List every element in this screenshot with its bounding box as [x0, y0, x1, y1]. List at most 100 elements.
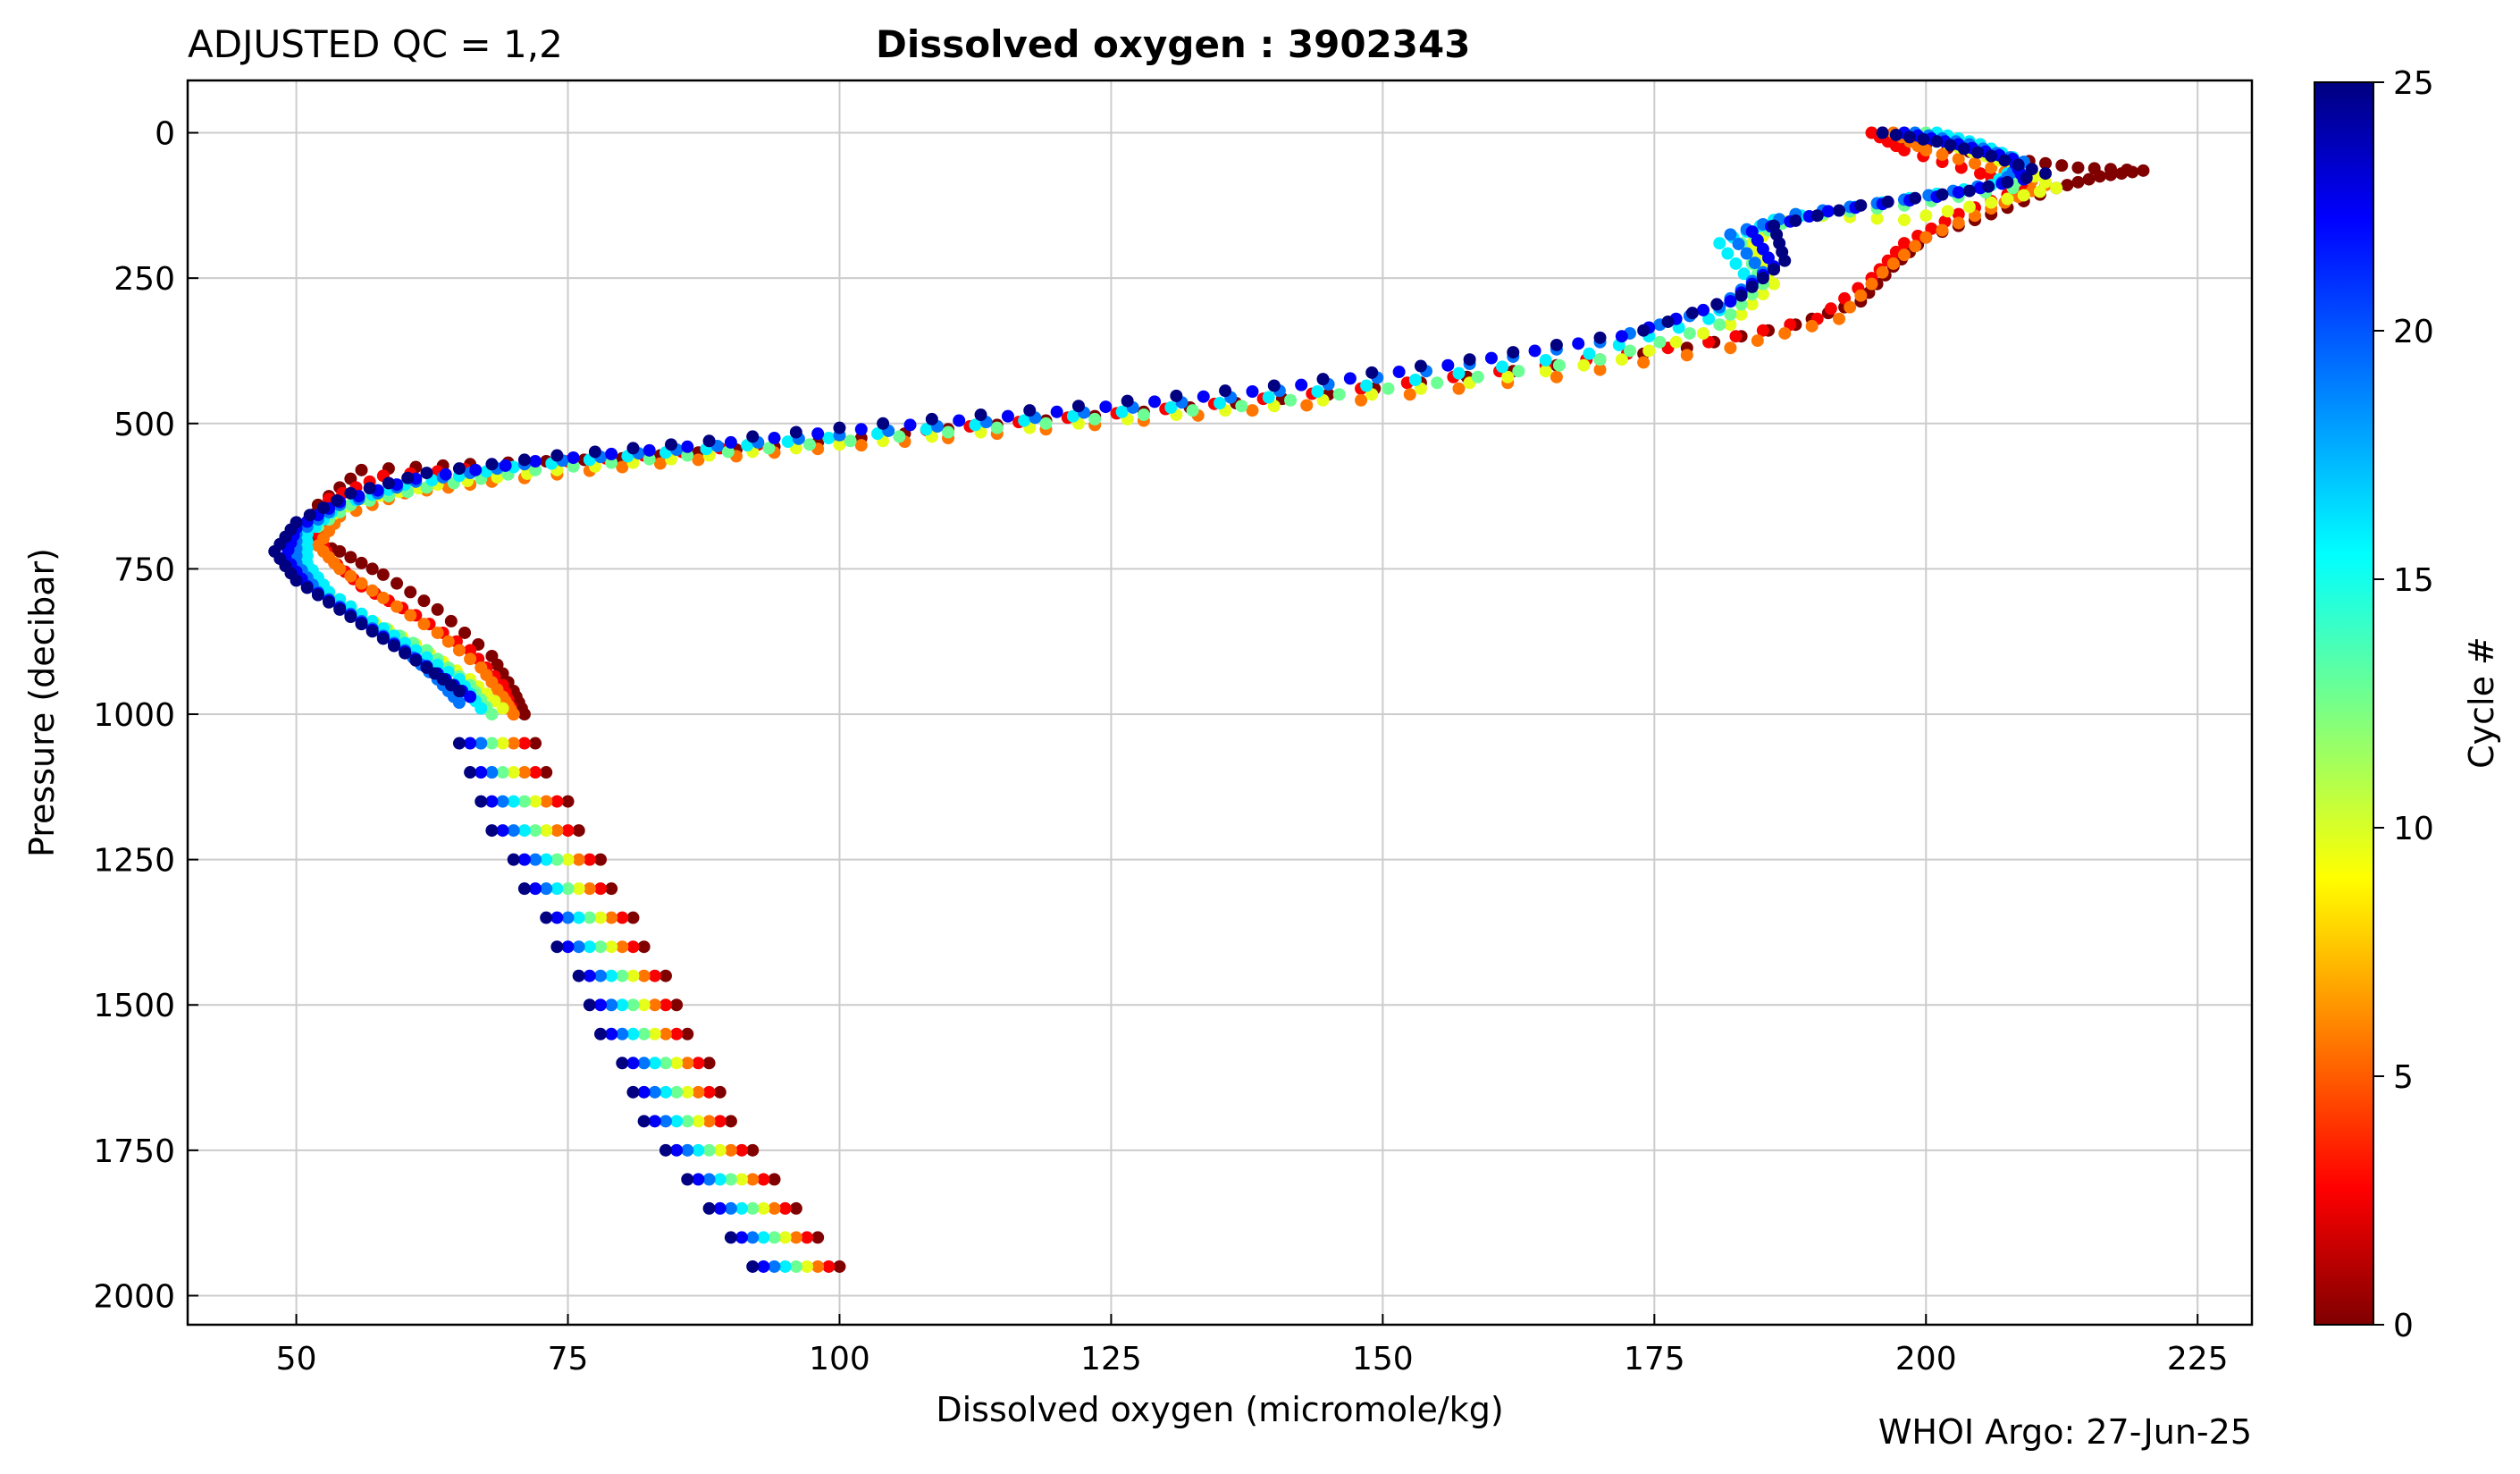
- x-tick-label: 75: [548, 1341, 589, 1377]
- data-point: [757, 1231, 770, 1244]
- data-point: [692, 1085, 705, 1099]
- data-point: [1724, 295, 1737, 308]
- data-point: [681, 1143, 694, 1157]
- data-point: [1697, 326, 1710, 340]
- data-point: [1170, 389, 1183, 402]
- data-point: [781, 435, 794, 449]
- data-point: [401, 471, 415, 484]
- data-point: [2001, 175, 2014, 189]
- data-point: [572, 969, 585, 982]
- data-point: [659, 1115, 672, 1128]
- data-point: [626, 1085, 640, 1099]
- data-point: [1735, 289, 1748, 302]
- data-point: [648, 1057, 661, 1070]
- data-point: [1365, 366, 1379, 379]
- data-point: [572, 911, 585, 924]
- data-point: [1615, 353, 1628, 366]
- data-point: [391, 577, 404, 590]
- data-point: [1952, 207, 1965, 221]
- data-point: [1985, 161, 1998, 174]
- data-point: [605, 969, 618, 982]
- data-point: [529, 455, 542, 468]
- data-point: [822, 432, 836, 445]
- data-point: [1661, 315, 1675, 328]
- data-point: [1441, 358, 1455, 372]
- data-point: [1246, 404, 1259, 417]
- data-point: [550, 824, 564, 838]
- data-point: [1768, 263, 1781, 276]
- data-point: [485, 766, 499, 779]
- data-point: [1748, 257, 1761, 270]
- data-point: [365, 625, 379, 638]
- data-point: [1583, 347, 1596, 360]
- data-point: [2039, 167, 2052, 181]
- series-cycle-19: [290, 126, 2030, 1273]
- data-point: [670, 998, 684, 1012]
- data-point: [572, 824, 585, 838]
- data-point: [724, 435, 737, 449]
- data-point: [735, 1231, 749, 1244]
- data-point: [659, 1057, 672, 1070]
- data-point: [713, 1143, 727, 1157]
- data-point: [811, 1231, 825, 1244]
- series-cycle-10: [279, 126, 2063, 1273]
- x-tick-label: 50: [276, 1341, 317, 1377]
- data-point: [713, 1085, 727, 1099]
- data-point: [363, 482, 376, 495]
- data-point: [1936, 147, 1949, 161]
- data-point: [485, 458, 499, 471]
- data-point: [583, 853, 596, 866]
- data-point: [616, 1027, 629, 1040]
- data-point: [746, 1259, 760, 1273]
- data-point: [1768, 277, 1781, 291]
- data-point: [702, 1057, 716, 1070]
- data-point: [588, 445, 601, 459]
- data-point: [431, 602, 444, 616]
- data-point: [1732, 237, 1745, 250]
- data-point: [1311, 385, 1324, 398]
- data-point: [692, 1115, 705, 1128]
- data-point: [1484, 351, 1498, 365]
- grid: [188, 80, 2252, 1325]
- data-point: [637, 940, 651, 954]
- data-point: [877, 417, 890, 430]
- data-point: [626, 1027, 640, 1040]
- data-point: [517, 824, 531, 838]
- data-point: [1496, 360, 1509, 374]
- data-point: [464, 737, 477, 750]
- data-point: [331, 493, 344, 507]
- data-point: [561, 795, 575, 808]
- data-point: [475, 702, 488, 715]
- data-point: [1729, 330, 1743, 343]
- data-point: [2093, 170, 2106, 183]
- data-point: [1001, 409, 1014, 423]
- data-point: [1962, 200, 1976, 214]
- data-point: [801, 1231, 813, 1244]
- data-point: [1262, 391, 1275, 404]
- data-point: [517, 795, 531, 808]
- data-point: [1452, 382, 1466, 395]
- data-point: [768, 1201, 781, 1215]
- data-point: [1982, 180, 1995, 193]
- data-point: [431, 626, 444, 639]
- data-point: [1710, 298, 1724, 311]
- data-point: [1414, 359, 1427, 373]
- data-point: [616, 998, 629, 1012]
- data-point: [311, 588, 324, 602]
- data-point: [637, 1115, 651, 1128]
- data-point: [1115, 405, 1129, 418]
- data-point: [746, 1201, 760, 1215]
- chart-title: Dissolved oxygen : 3902343: [876, 22, 1470, 66]
- data-point: [452, 737, 466, 750]
- data-point: [1833, 204, 1845, 217]
- data-point: [2061, 179, 2074, 192]
- data-point: [496, 795, 509, 808]
- data-point: [768, 432, 781, 445]
- data-point: [953, 414, 966, 427]
- data-point: [757, 1173, 770, 1186]
- data-point: [1164, 400, 1178, 414]
- data-point: [550, 853, 564, 866]
- data-point: [464, 644, 477, 657]
- data-point: [491, 470, 504, 484]
- data-point: [871, 427, 885, 441]
